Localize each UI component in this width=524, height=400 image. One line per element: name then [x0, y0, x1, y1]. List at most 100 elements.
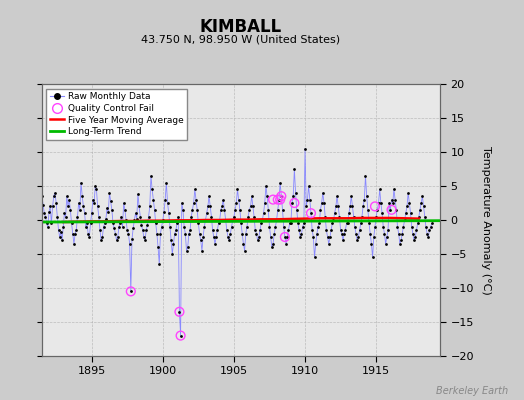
Point [92, 186, 101, 193]
Point [267, 234, 275, 240]
Point [204, 203, 212, 210]
Point [200, 224, 209, 230]
Point [64, 203, 72, 210]
Point [282, 241, 290, 247]
Point [104, 209, 113, 215]
Point [190, 200, 198, 206]
Point [45, 209, 53, 215]
Point [387, 206, 396, 213]
Point [225, 237, 233, 244]
Point [387, 196, 396, 203]
Point [337, 230, 346, 237]
Point [286, 220, 294, 226]
Point [365, 220, 373, 226]
Point [377, 200, 385, 206]
Point [320, 200, 328, 206]
Point [191, 186, 199, 193]
Point [275, 196, 283, 203]
Point [378, 210, 386, 216]
Point [170, 230, 179, 237]
Point [269, 196, 277, 203]
Point [137, 222, 146, 229]
Point [232, 200, 241, 206]
Point [218, 203, 226, 210]
Point [151, 220, 160, 226]
Point [39, 202, 47, 208]
Point [117, 214, 126, 220]
Point [124, 230, 133, 237]
Point [341, 227, 350, 233]
Point [406, 210, 414, 216]
Point [333, 193, 341, 199]
Point [351, 224, 359, 230]
Point [241, 247, 249, 254]
Point [281, 234, 289, 240]
Point [419, 203, 428, 210]
Point [363, 193, 371, 199]
Point [109, 220, 117, 226]
Point [379, 224, 387, 230]
Point [193, 206, 201, 213]
Point [62, 193, 71, 199]
Point [162, 179, 170, 186]
Point [360, 196, 368, 203]
Point [54, 227, 63, 233]
Point [89, 196, 97, 203]
Point [284, 227, 292, 233]
Point [234, 196, 243, 203]
Point [77, 179, 85, 186]
Point [167, 237, 176, 244]
Point [75, 206, 84, 213]
Point [149, 196, 158, 203]
Point [297, 230, 305, 237]
Point [194, 220, 203, 226]
Point [35, 200, 43, 206]
Point [272, 217, 281, 223]
Point [331, 210, 339, 216]
Point [96, 227, 104, 233]
Point [52, 200, 60, 206]
Point [220, 206, 228, 213]
Point [323, 234, 332, 240]
Point [257, 220, 265, 226]
Point [281, 234, 289, 240]
Point [115, 224, 123, 230]
Point [51, 190, 59, 196]
Point [371, 224, 379, 230]
Point [157, 224, 166, 230]
Point [68, 220, 76, 226]
Y-axis label: Temperature Anomaly (°C): Temperature Anomaly (°C) [481, 146, 491, 294]
Point [125, 241, 134, 247]
Point [307, 210, 315, 216]
Point [244, 214, 253, 220]
Point [59, 224, 68, 230]
Point [196, 237, 205, 244]
Point [342, 220, 351, 226]
Point [322, 227, 331, 233]
Point [107, 206, 116, 213]
Point [95, 214, 103, 220]
Point [207, 214, 215, 220]
Point [47, 220, 56, 226]
Point [82, 224, 90, 230]
Point [86, 220, 95, 226]
Point [50, 193, 58, 199]
Point [142, 227, 150, 233]
Point [290, 166, 299, 172]
Point [238, 230, 246, 237]
Point [410, 237, 418, 244]
Point [260, 200, 269, 206]
Point [130, 217, 138, 223]
Point [296, 234, 304, 240]
Point [424, 234, 432, 240]
Point [334, 203, 342, 210]
Point [381, 241, 390, 247]
Point [143, 222, 151, 229]
Point [269, 241, 277, 247]
Point [409, 230, 417, 237]
Point [246, 203, 255, 210]
Point [140, 234, 148, 240]
Point [116, 220, 124, 226]
Point [223, 227, 231, 233]
Point [205, 193, 213, 199]
